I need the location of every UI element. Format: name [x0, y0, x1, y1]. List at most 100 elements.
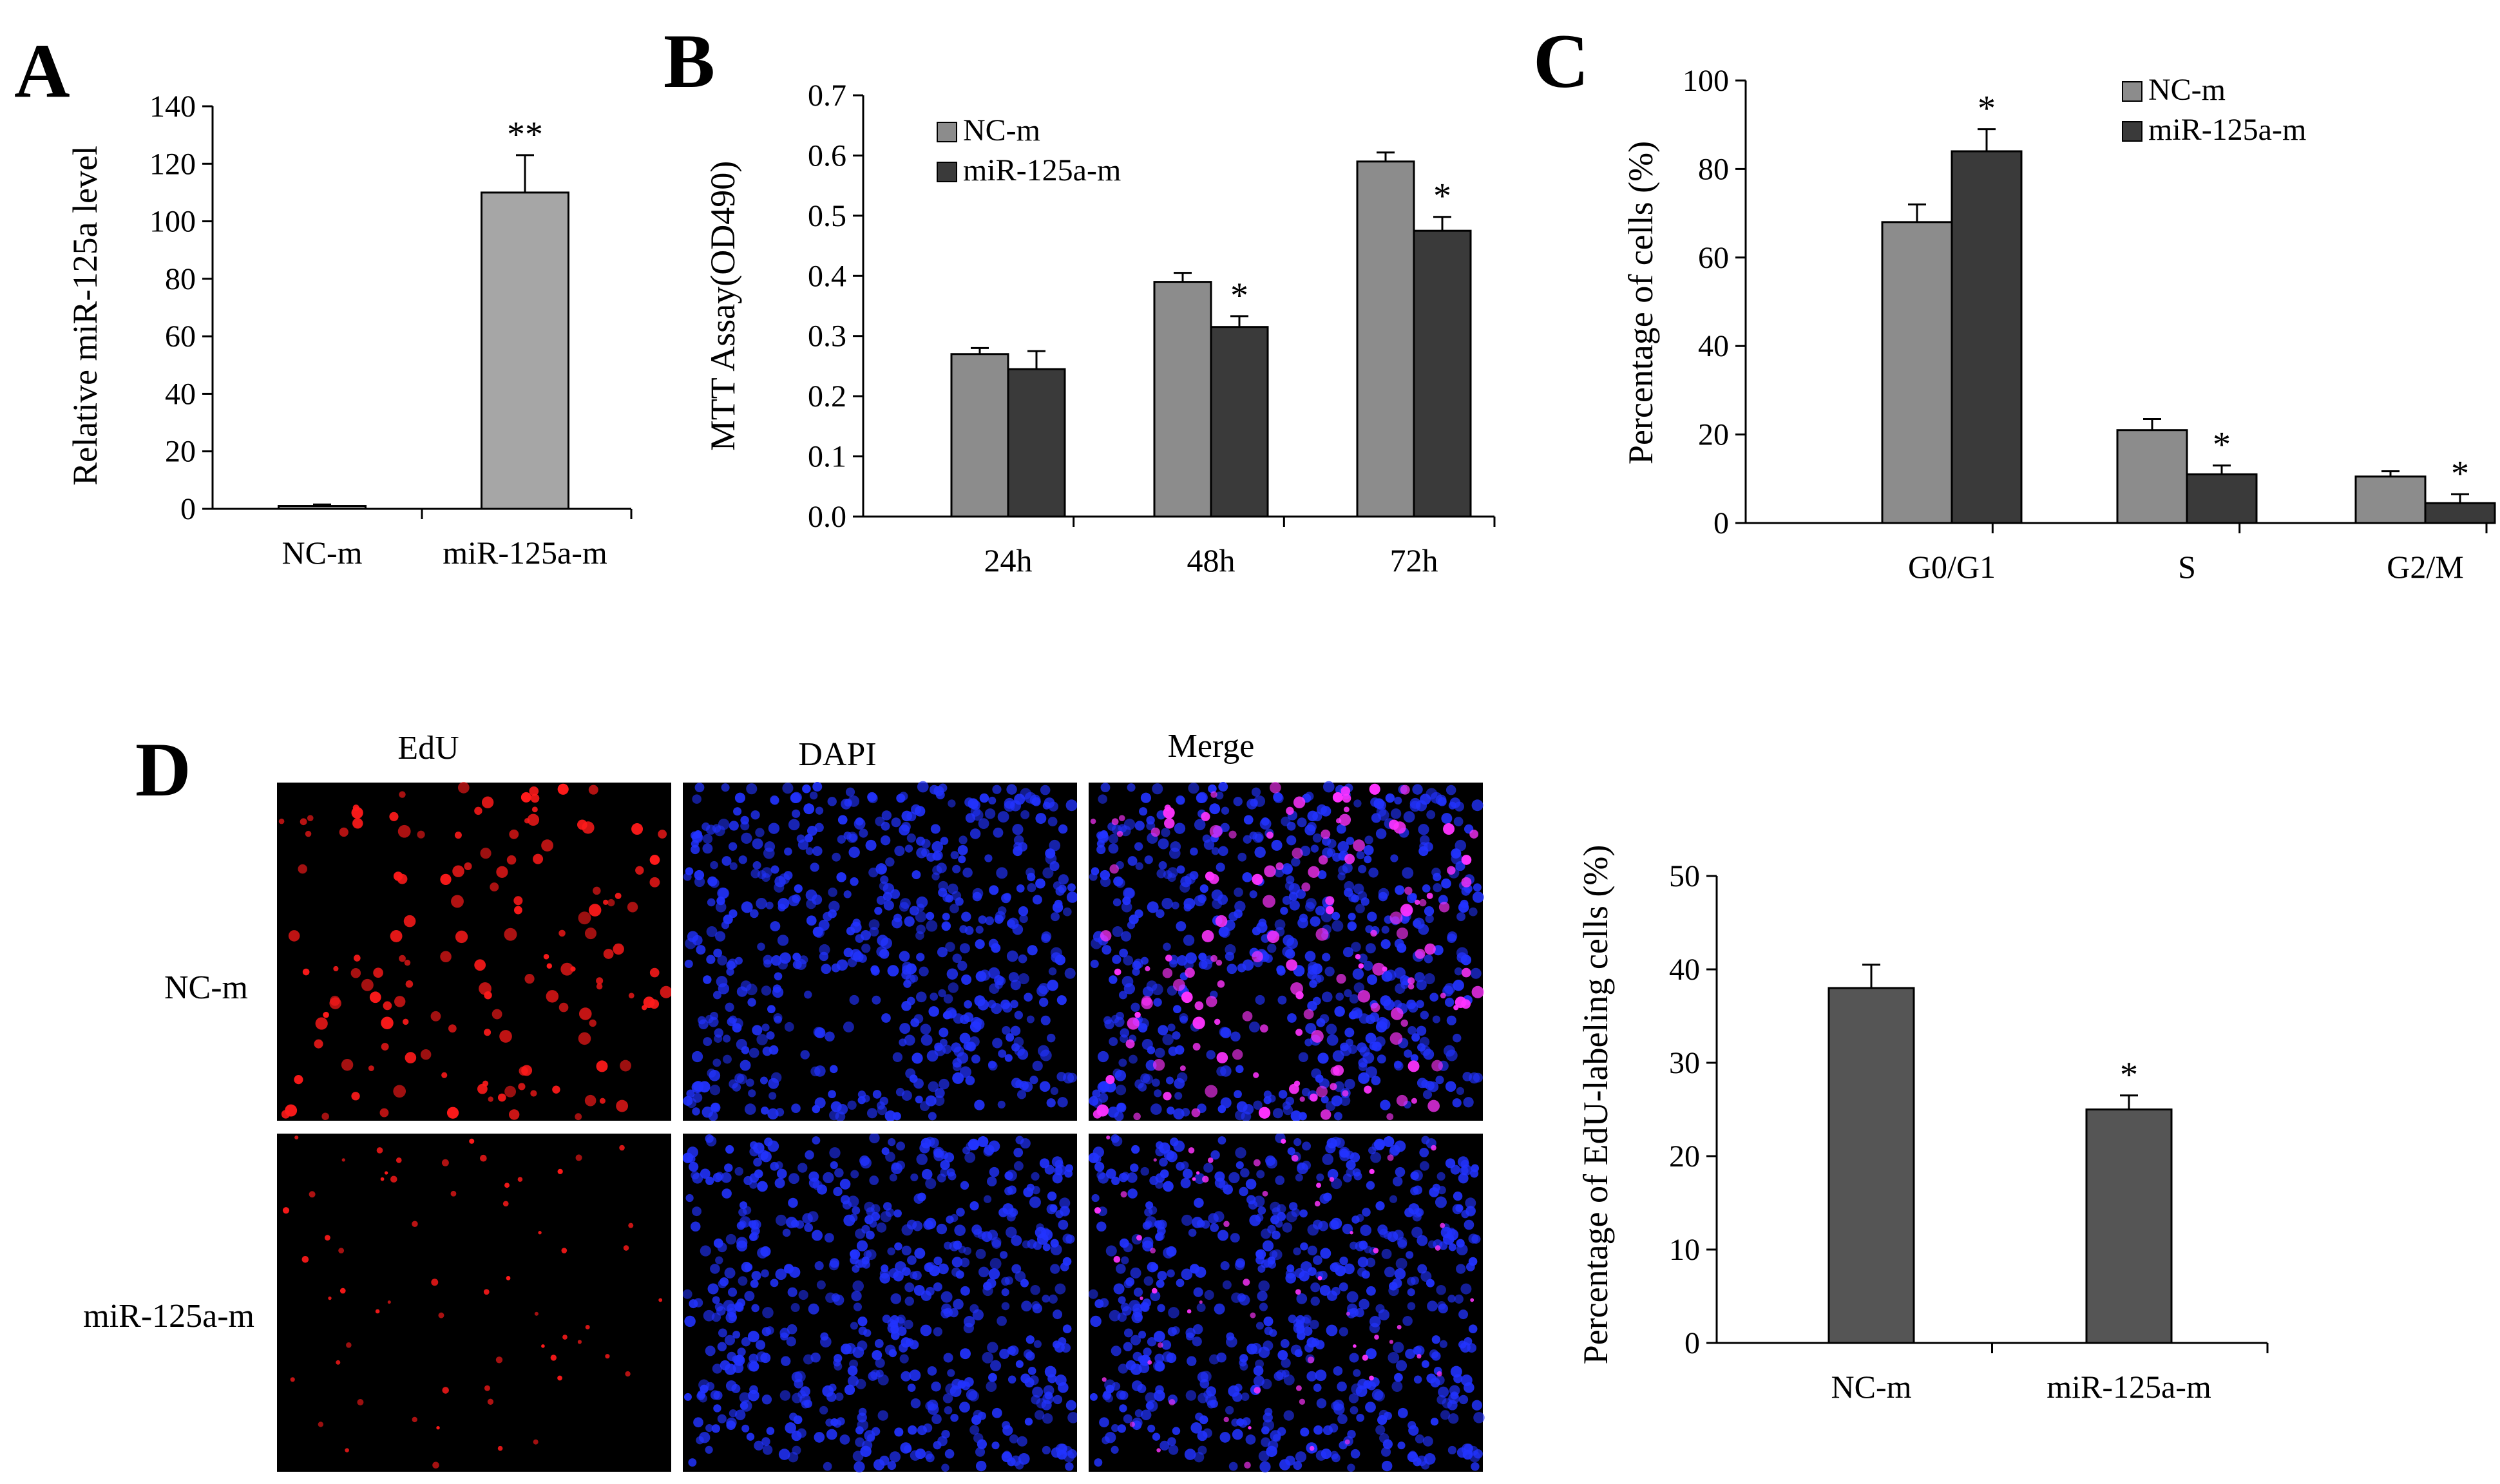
micrograph-nucleus: [1261, 1228, 1272, 1239]
chart-a-ytick-label: 20: [165, 435, 196, 469]
micrograph-nucleus: [1090, 959, 1099, 968]
micrograph-nucleus: [1313, 1384, 1322, 1392]
micrograph-nucleus: [722, 1034, 731, 1043]
micrograph-labeled-cell: [506, 1276, 511, 1280]
micrograph-nucleus: [1123, 1342, 1133, 1351]
micrograph-nucleus: [1326, 1034, 1339, 1046]
micrograph-nucleus: [931, 872, 940, 880]
micrograph-nucleus: [1031, 1301, 1040, 1310]
micrograph-nucleus: [703, 833, 713, 844]
micrograph-nucleus: [1197, 1371, 1208, 1383]
micrograph-nucleus: [1194, 895, 1206, 907]
micrograph-nucleus: [1383, 1136, 1395, 1147]
micrograph-nucleus: [1342, 862, 1353, 873]
micrograph-nucleus: [962, 868, 973, 878]
micrograph-nucleus: [734, 1409, 746, 1420]
micrograph-labeled-cell: [369, 991, 381, 1004]
micrograph-nucleus: [856, 1240, 868, 1251]
micrograph-nucleus: [1123, 887, 1135, 899]
micrograph-nucleus: [1436, 1172, 1446, 1181]
micrograph-nucleus: [1167, 1106, 1175, 1115]
micrograph-labeled-cell: [1140, 1296, 1143, 1300]
micrograph-nucleus: [738, 1208, 747, 1217]
micro-row-label-nc: NC-m: [164, 969, 248, 1006]
micrograph-nucleus: [1014, 1011, 1023, 1020]
micrograph-labeled-cell: [1262, 1190, 1268, 1197]
micrograph-nucleus: [1355, 1241, 1366, 1251]
micrograph-nucleus: [1305, 1023, 1317, 1034]
micrograph-nucleus: [854, 1461, 865, 1473]
micrograph-nucleus: [1146, 1400, 1158, 1412]
micrograph-nucleus: [977, 1136, 989, 1147]
micrograph-nucleus: [1380, 1099, 1391, 1110]
micrograph-nucleus: [855, 1228, 866, 1239]
micrograph-labeled-cell: [1400, 904, 1413, 917]
micrograph-nucleus: [1153, 998, 1162, 1007]
micrograph-nucleus: [1147, 1337, 1157, 1347]
micrograph-nucleus: [843, 890, 852, 899]
micrograph-nucleus: [1002, 1421, 1011, 1430]
micrograph-nucleus: [691, 1051, 703, 1063]
micrograph-nucleus: [1255, 1322, 1264, 1330]
micrograph-nucleus: [1181, 1268, 1193, 1280]
micrograph-nucleus: [1047, 817, 1058, 826]
micrograph-nucleus: [890, 1331, 900, 1340]
micrograph-nucleus: [1429, 993, 1439, 1002]
micrograph-labeled-cell: [1427, 1099, 1440, 1112]
micrograph-labeled-cell: [1389, 911, 1403, 925]
micrograph-nucleus: [1368, 868, 1379, 878]
micrograph-nucleus: [1220, 1065, 1232, 1077]
micrograph-nucleus: [1169, 847, 1181, 859]
micrograph-nucleus: [741, 1337, 751, 1347]
micrograph-nucleus: [728, 842, 738, 851]
micrograph-nucleus: [1050, 1087, 1059, 1096]
micrograph-nucleus: [1209, 803, 1221, 815]
micrograph-nucleus: [813, 1027, 824, 1038]
micrograph-nucleus: [1242, 1417, 1251, 1426]
micrograph-nucleus: [991, 1407, 1002, 1418]
micrograph-nucleus: [1062, 1324, 1072, 1334]
micrograph-labeled-cell: [474, 806, 482, 815]
micrograph-nucleus: [870, 1369, 881, 1380]
micrograph-nucleus: [1402, 867, 1414, 879]
micrograph-nucleus: [1245, 1179, 1257, 1190]
micrograph-nucleus: [1415, 1434, 1424, 1444]
micrograph-labeled-cell: [1342, 794, 1351, 803]
micrograph-nucleus: [1287, 1147, 1295, 1156]
micrograph-nucleus: [1198, 953, 1207, 962]
micrograph-nucleus: [1006, 1033, 1015, 1042]
micrograph-labeled-cell: [1185, 967, 1195, 978]
micrograph-nucleus: [893, 1209, 902, 1218]
micrograph-nucleus: [839, 1434, 850, 1445]
micrograph-nucleus: [806, 915, 817, 926]
micrograph-nucleus: [782, 783, 794, 794]
micrograph-labeled-cell: [480, 1154, 487, 1162]
micrograph-nucleus: [762, 1445, 773, 1455]
micrograph-nucleus: [721, 1188, 732, 1199]
micrograph-nucleus: [928, 1112, 937, 1121]
micrograph-nucleus: [705, 1176, 714, 1185]
micrograph-labeled-cell: [628, 993, 635, 999]
micrograph-nucleus: [1255, 1250, 1264, 1258]
micrograph-nucleus: [1146, 815, 1155, 825]
micrograph-nucleus: [1417, 1078, 1427, 1089]
micrograph-nucleus: [1293, 1461, 1302, 1470]
micrograph-nucleus: [1196, 1303, 1206, 1313]
micrograph-nucleus: [790, 1219, 799, 1228]
micrograph-nucleus: [1310, 844, 1319, 853]
micrograph-nucleus: [1062, 1257, 1072, 1266]
micrograph-nucleus: [774, 972, 783, 981]
micrograph-nucleus: [1047, 1374, 1057, 1384]
micrograph-nucleus: [805, 889, 817, 901]
micrograph-nucleus: [1395, 1257, 1407, 1270]
micrograph-labeled-cell: [1252, 873, 1263, 886]
micrograph-nucleus: [1371, 1076, 1381, 1085]
micrograph-nucleus: [1380, 1447, 1391, 1457]
micrograph-nucleus: [1258, 1280, 1270, 1292]
micrograph-nucleus: [932, 851, 941, 861]
micrograph-nucleus: [944, 1406, 953, 1414]
micrograph-nucleus: [876, 1101, 885, 1110]
micrograph-labeled-cell: [603, 949, 614, 959]
micrograph-labeled-cell: [1090, 818, 1096, 824]
micrograph-nucleus: [1153, 1331, 1165, 1342]
